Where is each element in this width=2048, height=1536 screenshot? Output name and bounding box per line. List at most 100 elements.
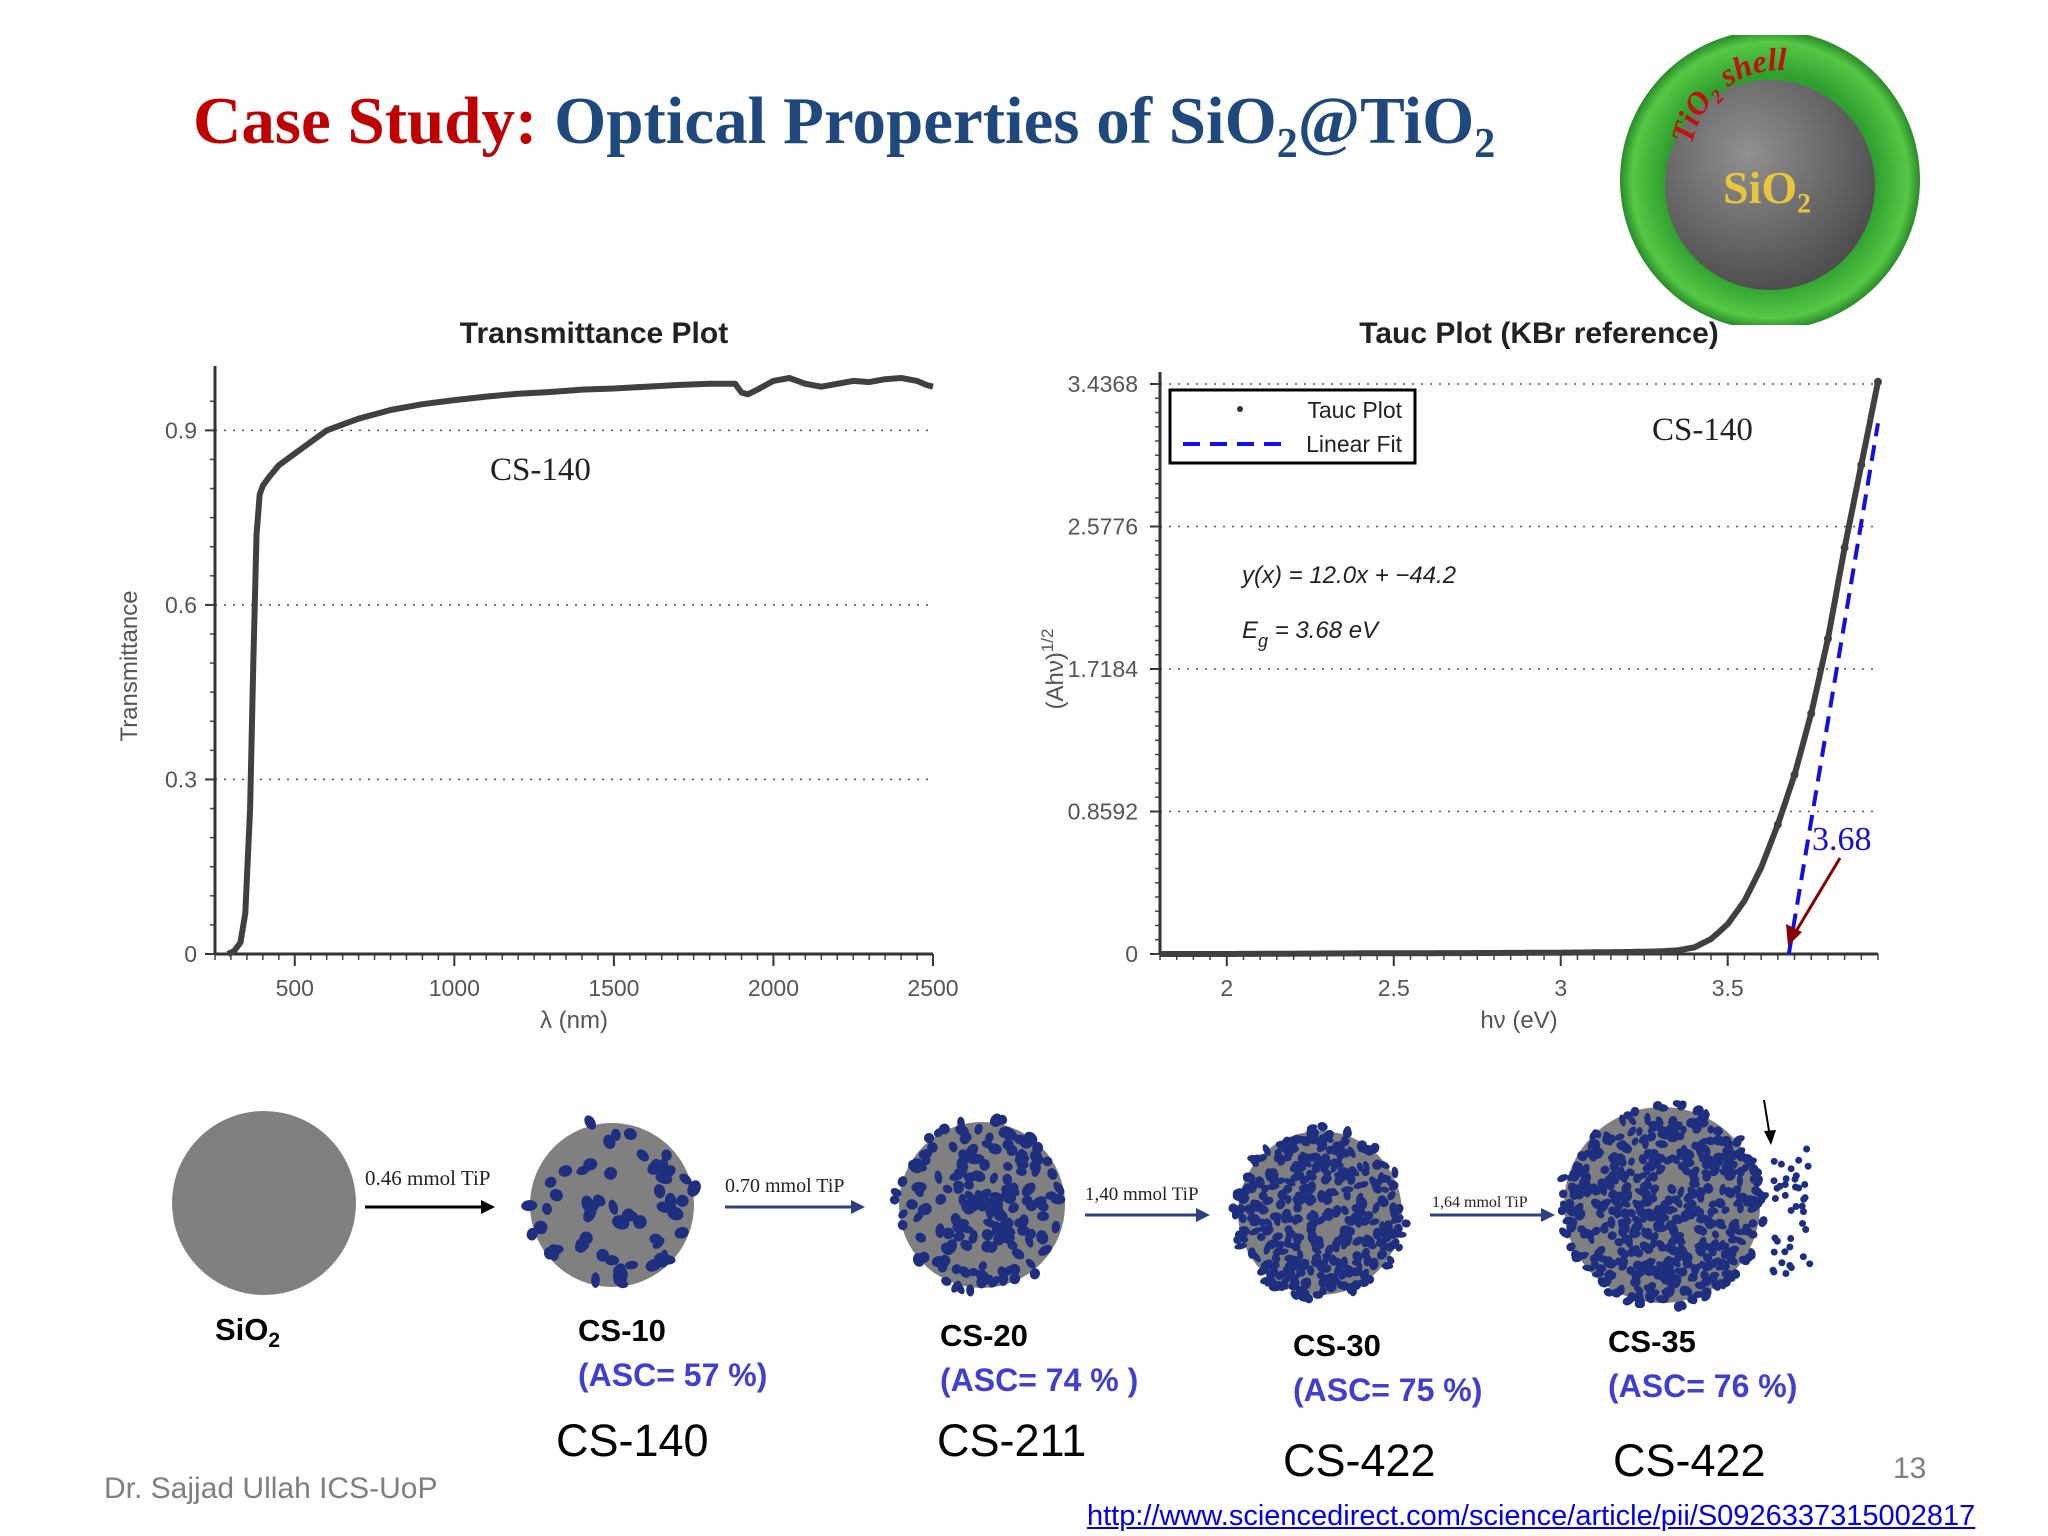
tio2-nanoparticle [1285, 1136, 1296, 1146]
step-arrow-label: 0.46 mmol TiP [365, 1166, 490, 1190]
tio2-nanoparticle [1669, 1154, 1680, 1165]
x-tick-label: 500 [276, 975, 314, 1001]
tio2-nanoparticle [1578, 1251, 1589, 1260]
tio2-nanoparticle [1630, 1224, 1640, 1232]
legend-entry: Tauc Plot [1307, 397, 1402, 423]
tio2-nanoparticle [667, 1206, 684, 1221]
tio2-nanoparticle [1659, 1272, 1668, 1283]
sample-annotation: CS-140 [1652, 412, 1753, 448]
tio2-nanoparticle [1334, 1172, 1344, 1181]
loose-nanoparticle [1770, 1157, 1778, 1165]
tio2-nanoparticle [1708, 1200, 1718, 1208]
tio2-nanoparticle [967, 1200, 980, 1212]
tio2-nanoparticle [964, 1190, 976, 1202]
tio2-nanoparticle [1642, 1165, 1651, 1176]
tio2-nanoparticle [1315, 1154, 1324, 1166]
stage-code-cs20: CS-211 [937, 1415, 1087, 1466]
tio2-nanoparticle [923, 1133, 935, 1144]
tio2-nanoparticle [1620, 1208, 1631, 1219]
tio2-nanoparticle [1391, 1166, 1399, 1179]
loose-nanoparticle [1798, 1202, 1806, 1210]
tio2-nanoparticle [654, 1252, 669, 1268]
tio2-nanoparticle [1321, 1153, 1331, 1163]
tio2-nanoparticle [1702, 1253, 1713, 1262]
tio2-nanoparticle [1592, 1145, 1601, 1154]
tio2-nanoparticle [1309, 1210, 1319, 1220]
tio2-nanoparticle [1648, 1194, 1658, 1203]
tio2-nanoparticle [957, 1116, 965, 1130]
tio2-nanoparticle [1308, 1234, 1317, 1243]
tio2-nanoparticle [1375, 1237, 1384, 1247]
tio2-nanoparticle [1307, 1265, 1315, 1276]
source-link[interactable]: http://www.sciencedirect.com/science/art… [1087, 1500, 1976, 1532]
tio2-nanoparticle [897, 1220, 908, 1231]
stage-code-cs10: CS-140 [556, 1415, 709, 1466]
tio2-nanoparticle [655, 1172, 673, 1185]
tio2-nanoparticle [937, 1261, 948, 1273]
tio2-nanoparticle [1670, 1195, 1680, 1204]
tio2-nanoparticle [1285, 1230, 1293, 1239]
tio2-nanoparticle [1282, 1213, 1293, 1222]
tio2-nanoparticle [897, 1176, 908, 1187]
synthesis-scheme: 0.46 mmol TiP 0.70 mmol TiP 1,40 mmol TiP 1… [172, 1099, 1814, 1312]
tio2-nanoparticle [1715, 1198, 1726, 1209]
intercept-label: 3.68 [1812, 821, 1872, 858]
tio2-nanoparticle [1582, 1264, 1595, 1272]
tio2-nanoparticle [1702, 1109, 1710, 1122]
tio2-nanoparticle [674, 1226, 689, 1239]
tio2-nanoparticle [1692, 1106, 1704, 1116]
tio2-nanoparticle [1616, 1142, 1624, 1150]
tio2-nanoparticle [1632, 1173, 1642, 1184]
tio2-nanoparticle [1692, 1121, 1702, 1134]
tio2-nanoparticle [1011, 1248, 1025, 1260]
tio2-nanoparticle [1701, 1276, 1712, 1287]
tio2-nanoparticle [1604, 1175, 1615, 1185]
tio2-nanoparticle [1589, 1183, 1599, 1192]
tio2-nanoparticle [1648, 1265, 1659, 1276]
tio2-nanoparticle [1401, 1219, 1411, 1228]
tio2-nanoparticle [1627, 1293, 1636, 1303]
tio2-nanoparticle [1728, 1218, 1740, 1230]
tio2-nanoparticle [1633, 1284, 1644, 1295]
tio2-nanoparticle [687, 1180, 701, 1197]
loose-nanoparticle [1782, 1175, 1790, 1183]
tio2-nanoparticle [1589, 1131, 1597, 1141]
tio2-nanoparticle [584, 1115, 597, 1130]
tio2-nanoparticle [1620, 1222, 1630, 1235]
tio2-nanoparticle [1047, 1168, 1058, 1180]
tio2-nanoparticle [1701, 1144, 1711, 1156]
tio2-nanoparticle [1696, 1144, 1704, 1155]
tio2-nanoparticle [1620, 1250, 1630, 1260]
tio2-nanoparticle [909, 1158, 924, 1170]
tio2-nanoparticle [1260, 1276, 1273, 1285]
x-tick-label: 2 [1220, 975, 1233, 1001]
tio2-nanoparticle [1715, 1263, 1728, 1271]
tio2-nanoparticle [1271, 1254, 1281, 1263]
tio2-nanoparticle [1338, 1269, 1349, 1280]
tio2-nanoparticle [1343, 1126, 1352, 1139]
tio2-nanoparticle [1736, 1174, 1744, 1187]
tio2-nanoparticle [1036, 1211, 1050, 1222]
tauc-plot-point [1857, 460, 1866, 469]
y-tick-label: 0.3 [165, 766, 197, 792]
tio2-nanoparticle [1050, 1193, 1066, 1205]
tio2-nanoparticle [1603, 1288, 1614, 1297]
tio2-nanoparticle [544, 1176, 557, 1188]
logo-core-text: SiO₂ [1723, 162, 1811, 213]
tio2-nanoparticle [676, 1194, 689, 1207]
tio2-nanoparticle [1281, 1276, 1291, 1285]
legend-entry: Linear Fit [1306, 431, 1402, 457]
tio2-nanoparticle [1394, 1223, 1403, 1233]
step-arrow-head [481, 1200, 495, 1214]
tio2-nanoparticle [1341, 1186, 1354, 1193]
tio2-nanoparticle [1369, 1257, 1379, 1271]
tio2-nanoparticle [1317, 1121, 1328, 1132]
stage-asc-cs10: (ASC= 57 %) [578, 1357, 768, 1393]
tio2-nanoparticle [1608, 1155, 1619, 1163]
tio2-nanoparticle [575, 1238, 590, 1251]
tio2-nanoparticle [679, 1173, 692, 1185]
tio2-nanoparticle [1386, 1255, 1395, 1265]
tio2-nanoparticle [521, 1200, 538, 1212]
tio2-nanoparticle [989, 1172, 998, 1184]
tio2-nanoparticle [658, 1158, 669, 1171]
